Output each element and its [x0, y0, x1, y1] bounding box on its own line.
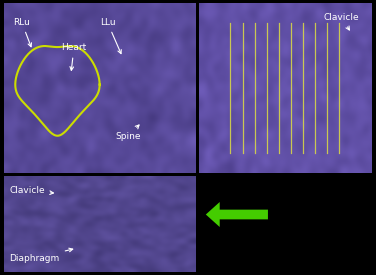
- Text: Clavicle: Clavicle: [324, 13, 359, 30]
- Text: RLu: RLu: [14, 18, 32, 47]
- Text: Heart: Heart: [61, 43, 86, 70]
- Text: Spine: Spine: [115, 125, 141, 141]
- Text: Clavicle: Clavicle: [9, 186, 53, 195]
- Text: LLu: LLu: [100, 18, 121, 54]
- Text: Diaphragm: Diaphragm: [9, 248, 73, 263]
